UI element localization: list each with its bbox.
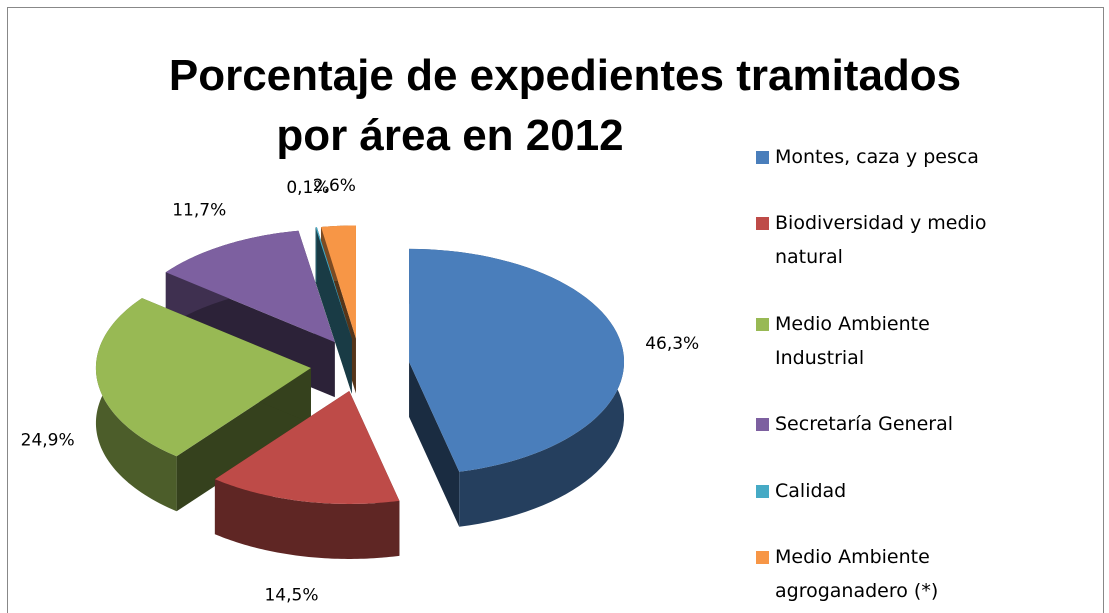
chart-border [7,7,1104,613]
slice-top [165,230,335,343]
legend-label: Calidad [775,479,847,502]
chart-title: Porcentaje de expedientes tramitados [169,51,961,100]
slice-top [315,227,352,339]
legend-item: Medio Ambiente agroganadero (*) [756,540,1016,608]
slice-top [321,225,356,339]
legend-label: Medio Ambiente Industrial [775,312,930,369]
legend-item: Calidad [756,474,1016,508]
legend-label: Biodiversidad y medio natural [775,212,987,269]
slice [95,298,311,512]
slice-top [95,298,311,457]
chart-title: por área en 2012 [276,111,623,160]
slice [315,227,352,394]
legend-swatch [756,151,769,164]
legend-swatch [756,550,769,564]
legend-label: Secretaría General [775,413,954,436]
slice-top [409,248,625,472]
slice-top [214,390,400,504]
slice-side [409,361,460,527]
legend-swatch [756,484,769,498]
data-label: 24,9% [21,431,75,451]
data-label: 0,1% [286,178,329,198]
data-label: 2,6% [313,176,356,196]
legend: Montes, caza y pesca Biodiversidad y medi… [756,140,1016,608]
legend-item: Biodiversidad y medio natural [756,206,1016,274]
slice [214,390,400,559]
legend-swatch [756,217,769,231]
legend-swatch [756,317,769,331]
legend-item: Medio Ambiente Industrial [756,307,1016,375]
slice-wall [214,479,400,559]
slice-wall [315,227,317,283]
legend-item: Secretaría General [756,407,1016,441]
data-label: 14,5% [264,585,318,605]
slice-side [316,227,352,394]
data-label: 11,7% [172,201,226,221]
legend-item: Montes, caza y pesca [756,140,1016,174]
legend-label: Medio Ambiente agroganadero (*) [775,545,939,602]
slice [409,248,625,527]
data-label: 46,3% [645,334,699,354]
legend-swatch [756,418,769,432]
legend-label: Montes, caza y pesca [775,146,979,168]
